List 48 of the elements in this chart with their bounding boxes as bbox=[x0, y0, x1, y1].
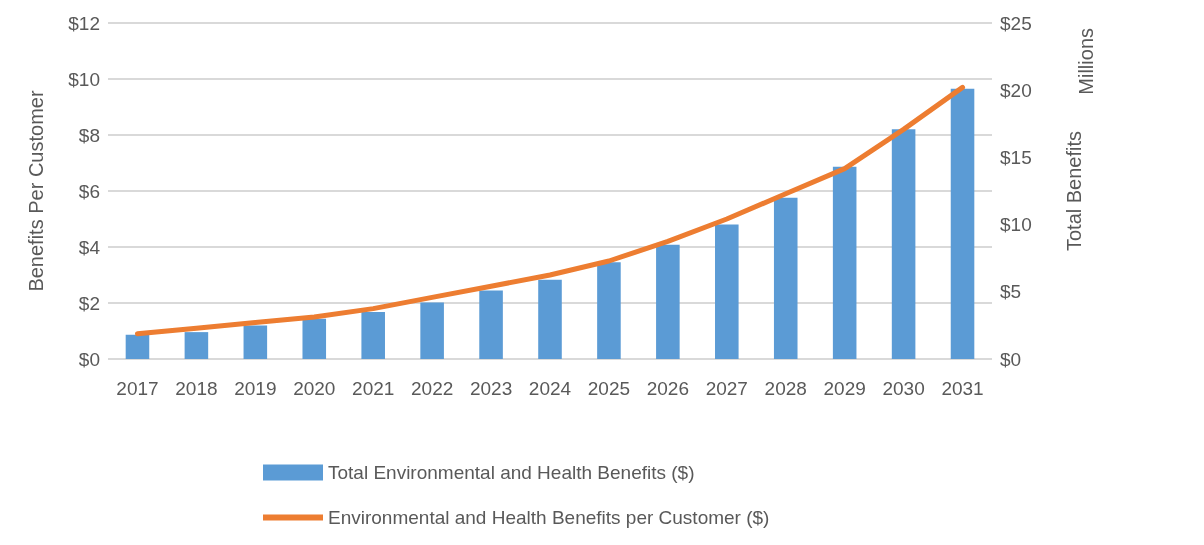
x-tick-label: 2022 bbox=[410, 378, 454, 399]
bar bbox=[597, 262, 621, 359]
x-tick-label: 2030 bbox=[882, 378, 925, 399]
x-tick-label: 2021 bbox=[352, 378, 395, 399]
x-tick-label: 2028 bbox=[764, 378, 807, 399]
x-tick-label: 2024 bbox=[528, 378, 572, 399]
bar bbox=[302, 318, 327, 359]
y-axis-title: Benefits Per Customer bbox=[25, 90, 47, 292]
bar bbox=[950, 88, 975, 359]
bar bbox=[773, 197, 798, 359]
y2-tick-label: $5 bbox=[1000, 281, 1022, 303]
bar bbox=[243, 325, 268, 359]
bar bbox=[125, 334, 150, 359]
bar bbox=[361, 311, 385, 359]
y2-tick-label: $10 bbox=[1000, 214, 1032, 236]
bar bbox=[479, 290, 503, 359]
y2-tick-label: $15 bbox=[1000, 146, 1032, 168]
legend-label: Environmental and Health Benefits per Customer ($) bbox=[328, 507, 770, 528]
x-tick-label: 2018 bbox=[175, 378, 218, 399]
y2-axis-title: Total Benefits bbox=[1063, 130, 1085, 252]
y2-tick-label: $20 bbox=[1000, 79, 1032, 101]
bar bbox=[656, 244, 680, 359]
bar bbox=[420, 302, 444, 359]
x-tick-label: 2026 bbox=[646, 378, 690, 399]
y-tick-label: $8 bbox=[78, 124, 100, 146]
y-tick-label: $0 bbox=[78, 348, 100, 370]
bar bbox=[715, 224, 739, 359]
y-tick-label: $2 bbox=[78, 292, 100, 314]
x-tick-label: 2031 bbox=[941, 378, 984, 399]
x-tick-label: 2027 bbox=[705, 378, 748, 399]
legend-label: Total Environmental and Health Benefits ($) bbox=[328, 462, 695, 483]
y-tick-label: $6 bbox=[78, 180, 100, 202]
x-tick-label: 2020 bbox=[293, 378, 336, 399]
bar bbox=[538, 279, 562, 359]
text: Millions bbox=[1075, 27, 1097, 95]
bar bbox=[184, 332, 209, 359]
x-tick-label: 2025 bbox=[587, 378, 631, 399]
y2-tick-label: $25 bbox=[1000, 12, 1032, 34]
y-tick-label: $4 bbox=[78, 236, 101, 258]
bar bbox=[832, 166, 857, 359]
y2-tick-label: $0 bbox=[1000, 348, 1022, 370]
x-tick-label: 2023 bbox=[469, 378, 513, 399]
y-tick-label: $10 bbox=[68, 68, 100, 90]
y-tick-label: $12 bbox=[68, 12, 100, 34]
x-tick-label: 2029 bbox=[823, 378, 866, 399]
x-tick-label: 2019 bbox=[234, 378, 277, 399]
x-tick-label: 2017 bbox=[116, 378, 159, 399]
bar bbox=[891, 129, 916, 359]
